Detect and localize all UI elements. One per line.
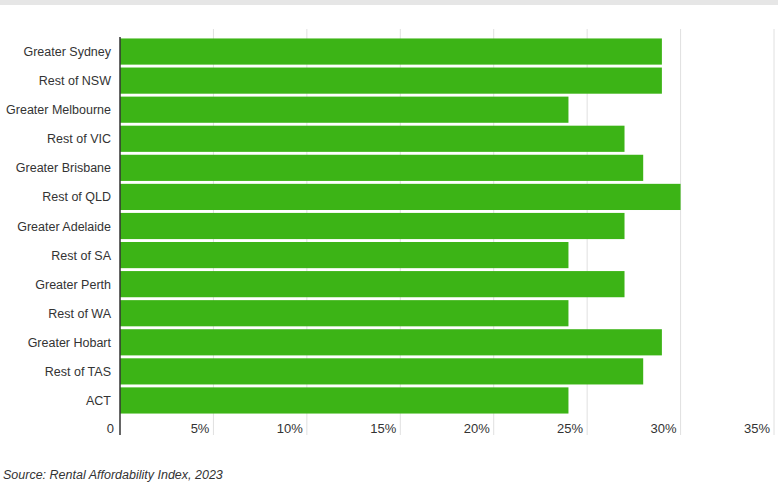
category-label: Rest of QLD	[42, 190, 111, 204]
category-label: Greater Melbourne	[6, 103, 111, 117]
chart-container: 0 5% 10% 15% 20% 25% 30% 35% Greater Sydney Rest …	[0, 0, 778, 495]
category-label: Rest of SA	[51, 249, 111, 263]
bar	[120, 184, 681, 210]
tick-label: 25%	[557, 421, 583, 436]
tick-label: 5%	[191, 421, 210, 436]
bar	[120, 38, 662, 64]
source-note: Source: Rental Affordability Index, 2023	[3, 468, 223, 482]
tick-label: 30%	[651, 421, 677, 436]
top-strip	[0, 0, 778, 5]
bar	[120, 300, 568, 326]
grid-line	[680, 29, 681, 435]
bar	[120, 387, 568, 413]
bar	[120, 329, 662, 355]
tick-label: 20%	[464, 421, 490, 436]
bar	[120, 271, 625, 297]
tick-label: 15%	[370, 421, 396, 436]
tick-label: 10%	[277, 421, 303, 436]
bar	[120, 213, 625, 239]
bar	[120, 68, 662, 94]
category-label: Greater Hobart	[28, 336, 112, 350]
bar	[120, 126, 625, 152]
bar	[120, 358, 643, 384]
bars	[120, 38, 681, 413]
bar	[120, 155, 643, 181]
category-label: Rest of TAS	[45, 365, 111, 379]
axis-line	[119, 37, 121, 435]
category-label: Greater Sydney	[23, 45, 111, 59]
category-label: Rest of NSW	[39, 74, 111, 88]
bar	[120, 242, 568, 268]
chart-svg: 0 5% 10% 15% 20% 25% 30% 35% Greater Sydney Rest …	[0, 0, 778, 495]
category-label: Greater Perth	[35, 278, 111, 292]
category-label: Greater Brisbane	[16, 161, 111, 175]
grid-line	[774, 29, 775, 435]
category-label: Rest of VIC	[47, 132, 111, 146]
tick-label: 0	[107, 421, 114, 436]
category-label: Greater Adelaide	[17, 220, 111, 234]
category-label: ACT	[86, 394, 111, 408]
category-label: Rest of WA	[48, 307, 111, 321]
bar	[120, 97, 568, 123]
tick-label: 35%	[744, 421, 770, 436]
